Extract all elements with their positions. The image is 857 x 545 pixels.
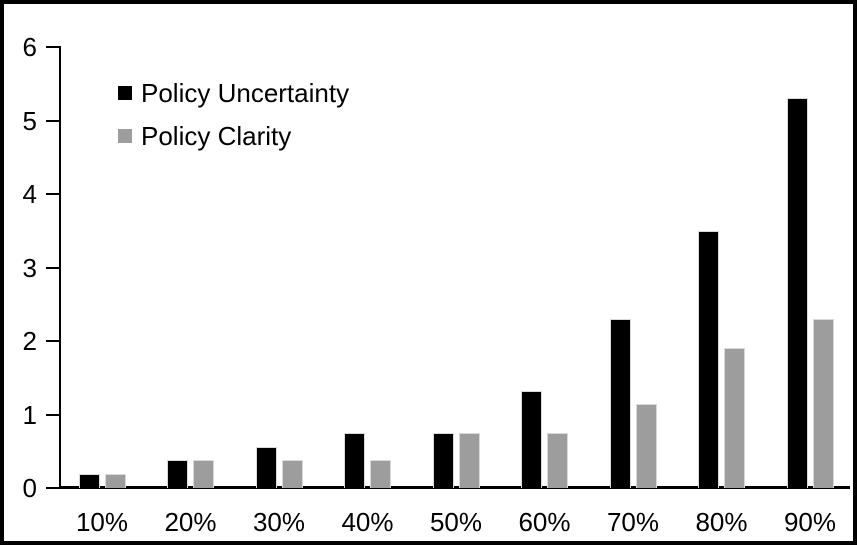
legend-label-policy-clarity: Policy Clarity (141, 121, 292, 151)
bar-policy-clarity-10pct (105, 474, 126, 488)
legend: Policy Uncertainty Policy Clarity (118, 78, 349, 151)
x-label-10pct: 10% (75, 507, 129, 537)
bar-policy-uncertainty-50pct (433, 433, 454, 488)
y-tick-label-5: 5 (22, 105, 37, 136)
y-tick-6 (46, 46, 60, 48)
bar-policy-clarity-60pct (547, 433, 568, 488)
x-label-90pct: 90% (783, 507, 837, 537)
y-tick-1 (46, 413, 60, 416)
bar-policy-uncertainty-70pct (610, 319, 631, 488)
x-label-50pct: 50% (429, 507, 483, 537)
x-label-20pct: 20% (164, 507, 217, 537)
legend-label-policy-uncertainty: Policy Uncertainty (141, 78, 350, 108)
bar-policy-uncertainty-60pct (521, 391, 542, 488)
y-tick-label-0: 0 (22, 473, 37, 503)
y-tick-label-1: 1 (22, 399, 37, 430)
y-tick-label-4: 4 (22, 179, 37, 209)
legend-swatch-policy-uncertainty (118, 86, 132, 100)
bar-policy-clarity-50pct (459, 433, 480, 488)
y-tick-label-3: 3 (22, 252, 37, 283)
legend-item-policy-clarity: Policy Clarity (118, 121, 349, 151)
bar-policy-uncertainty-30pct (256, 447, 277, 488)
bar-policy-clarity-80pct (724, 348, 745, 488)
y-tick-label-2: 2 (22, 326, 37, 356)
bar-policy-clarity-20pct (193, 460, 214, 488)
x-label-80pct: 80% (695, 507, 748, 537)
legend-swatch-policy-clarity (118, 129, 132, 143)
x-axis-line (59, 486, 850, 489)
bar-policy-uncertainty-10pct (79, 474, 100, 488)
y-tick-0 (46, 487, 60, 489)
legend-item-policy-uncertainty: Policy Uncertainty (118, 78, 349, 108)
plot-area: 0 1 2 3 4 5 6 10% 20% 30% 40% 50% 60% 70% 80% 90% (4, 4, 853, 541)
bar-policy-uncertainty-20pct (167, 460, 188, 488)
bar-policy-uncertainty-80pct (698, 231, 719, 488)
x-label-30pct: 30% (252, 507, 306, 537)
x-label-60pct: 60% (518, 507, 571, 537)
y-tick-3 (46, 266, 60, 269)
x-label-40pct: 40% (341, 507, 394, 537)
bar-policy-clarity-40pct (370, 460, 391, 488)
bar-policy-clarity-70pct (636, 404, 657, 488)
y-tick-label-6: 6 (22, 32, 37, 62)
bar-policy-uncertainty-90pct (787, 98, 808, 488)
y-tick-5 (46, 119, 60, 122)
y-tick-4 (46, 193, 60, 195)
bar-policy-uncertainty-40pct (344, 433, 365, 488)
bar-policy-clarity-90pct (813, 319, 834, 488)
x-label-70pct: 70% (606, 507, 660, 537)
bar-policy-clarity-30pct (282, 460, 303, 488)
y-tick-2 (46, 340, 60, 342)
y-axis-line (59, 46, 61, 488)
